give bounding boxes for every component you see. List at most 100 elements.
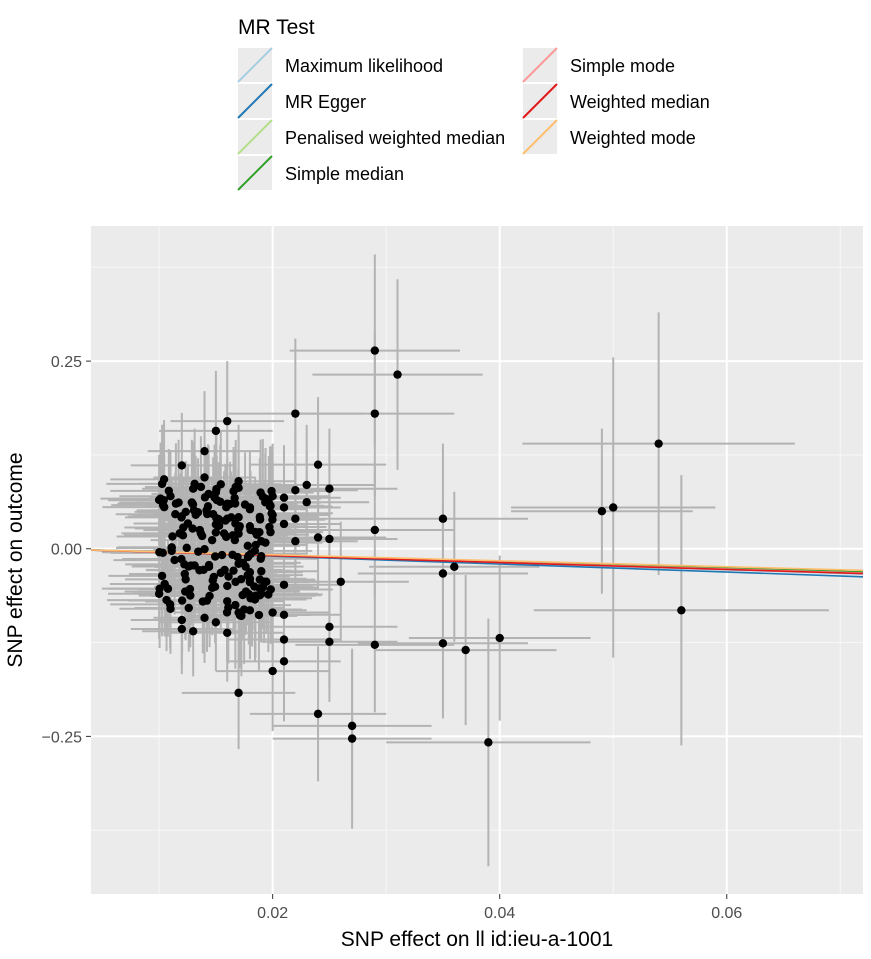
legend-line (522, 47, 558, 83)
data-point (279, 493, 289, 502)
data-point (495, 633, 504, 643)
data-point (212, 495, 221, 505)
data-point (484, 738, 493, 747)
data-point (208, 576, 217, 585)
data-point (677, 606, 686, 615)
data-point (268, 666, 277, 676)
legend-line (522, 119, 558, 155)
points (154, 346, 686, 747)
x-axis-ticks: 0.02 0.04 0.06 (257, 894, 742, 922)
data-point (250, 582, 259, 591)
legend-label: MR Egger (285, 92, 366, 112)
data-point (203, 509, 212, 519)
data-point (202, 596, 212, 605)
data-point (279, 519, 289, 529)
x-tick-label: 0.04 (484, 905, 515, 922)
data-point (157, 479, 167, 489)
data-point (325, 484, 334, 493)
data-point (216, 480, 225, 489)
data-point (204, 560, 214, 570)
data-point (184, 603, 193, 613)
data-point (393, 370, 402, 379)
data-point (267, 509, 276, 518)
data-point (164, 486, 174, 496)
legend-label: Simple median (285, 164, 404, 184)
data-point (223, 628, 232, 638)
data-point (208, 583, 217, 592)
data-point (261, 498, 270, 507)
legend-label: Penalised weighted median (285, 128, 505, 148)
data-point (200, 473, 209, 482)
data-point (177, 596, 187, 605)
data-point (211, 528, 221, 537)
data-point (223, 597, 232, 606)
data-point (157, 571, 167, 581)
data-point (200, 446, 209, 456)
data-point (239, 605, 249, 614)
data-point (266, 527, 275, 537)
data-point (194, 547, 203, 556)
data-point (211, 426, 221, 436)
data-point (158, 548, 167, 558)
data-point (291, 409, 300, 418)
legend-item: Maximum likelihood (237, 47, 443, 83)
data-point (224, 572, 233, 581)
data-point (597, 507, 607, 516)
data-point (216, 568, 225, 578)
data-point (197, 531, 207, 541)
data-point (370, 525, 380, 535)
data-point (291, 537, 300, 546)
data-point (231, 600, 240, 610)
data-point (254, 610, 264, 620)
data-point (268, 608, 277, 617)
data-point (255, 528, 264, 537)
data-point (207, 535, 217, 545)
data-point (241, 562, 250, 571)
data-point (193, 508, 203, 517)
data-point (370, 640, 380, 650)
data-point (171, 509, 180, 519)
legend-label: Maximum likelihood (285, 56, 443, 76)
data-point (199, 565, 208, 575)
data-point (461, 645, 470, 655)
data-point (223, 416, 232, 426)
data-point (167, 546, 176, 556)
x-axis-title: SNP effect on ll id:ieu-a-1001 (341, 928, 613, 951)
data-point (177, 512, 186, 521)
data-point (196, 482, 206, 492)
y-tick-label: 0.00 (51, 542, 82, 559)
data-point (177, 554, 186, 564)
data-point (450, 562, 459, 571)
data-point (438, 569, 448, 578)
legend-item: Simple mode (522, 47, 675, 83)
data-point (279, 635, 289, 644)
data-point (325, 534, 334, 544)
legend-line (237, 83, 273, 119)
data-point (251, 591, 260, 600)
data-point (177, 615, 187, 625)
legend-item: Weighted median (522, 83, 710, 119)
data-point (210, 552, 220, 561)
data-point (370, 346, 380, 355)
legend-line (237, 47, 273, 83)
x-tick-label: 0.02 (257, 905, 288, 922)
legend-item: Simple median (237, 155, 404, 191)
data-point (261, 538, 270, 547)
data-point (244, 551, 253, 560)
data-point (438, 639, 448, 648)
data-point (217, 550, 227, 560)
data-point (257, 567, 266, 576)
data-point (250, 546, 260, 556)
data-point (279, 580, 289, 589)
data-point (231, 519, 240, 528)
data-point (313, 533, 323, 542)
y-tick-label: −0.25 (42, 729, 83, 746)
legend-item: Weighted mode (522, 119, 696, 155)
data-point (228, 550, 237, 559)
data-point (156, 494, 165, 503)
data-point (325, 637, 334, 647)
data-point (302, 498, 311, 507)
data-point (291, 485, 300, 495)
data-point (188, 524, 197, 533)
